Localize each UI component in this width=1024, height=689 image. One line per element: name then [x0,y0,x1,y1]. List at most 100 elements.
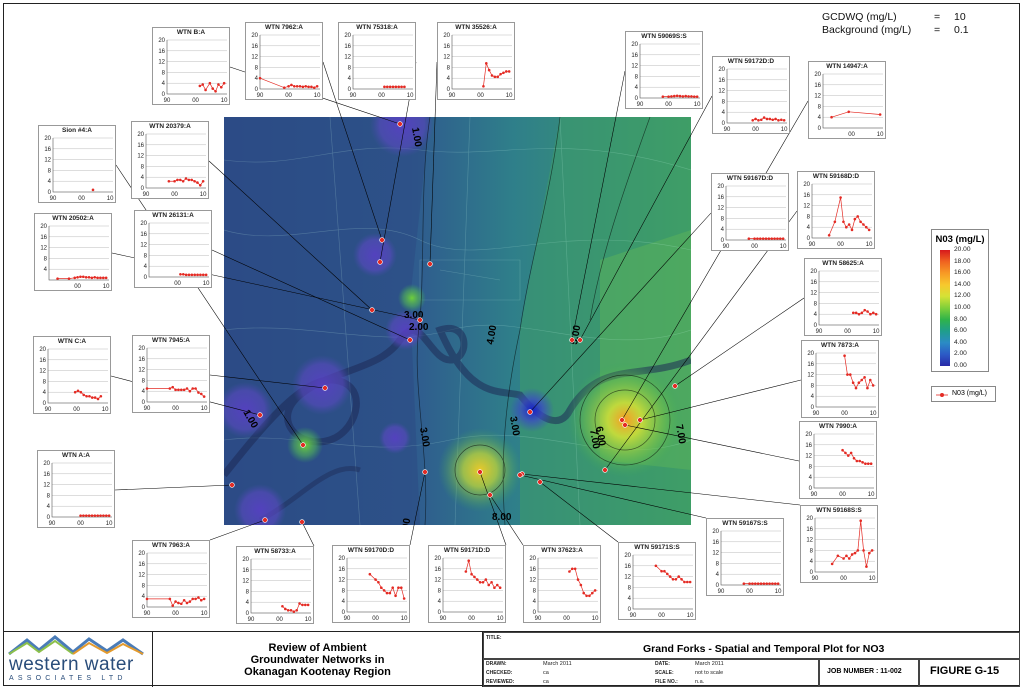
data-point [869,312,872,316]
x-tick-label: 10 [592,616,599,622]
data-point [868,378,872,382]
data-point [197,391,200,394]
y-tick-label: 12 [40,246,47,252]
x-tick-label: 90 [812,576,819,582]
well-chart: WTN 59171D:D 20 16 12 8 4 0 90 00 10 [428,545,506,623]
legend-tick: 2.00 [954,350,967,358]
data-point [762,116,766,119]
color-ramp [940,250,950,366]
x-tick-label: 90 [344,616,351,622]
well-marker[interactable] [397,121,403,127]
well-marker[interactable] [229,482,235,488]
y-tick-label: 0 [811,405,815,411]
well-marker[interactable] [672,383,678,389]
y-tick-label: 20 [137,132,144,138]
data-point [202,597,206,601]
x-tick-label: 10 [694,102,701,108]
well-locations [229,121,678,525]
well-marker[interactable] [377,259,383,265]
data-point [388,591,392,595]
y-tick-label: 20 [39,347,46,353]
well-plot: 20 16 12 8 4 090 00 10 [805,432,875,498]
y-tick-label: 16 [138,562,145,568]
y-tick-label: 16 [140,232,147,238]
y-tick-label: 4 [809,475,813,481]
axes [818,271,879,326]
data-point [671,578,675,581]
data-point [87,276,91,279]
well-marker[interactable] [417,317,423,323]
x-tick-label: 10 [106,521,113,527]
well-marker[interactable] [257,412,263,418]
well-marker[interactable] [477,469,483,475]
y-tick-label: 4 [533,599,537,605]
y-tick-label: 12 [529,578,536,584]
well-marker[interactable] [622,422,628,428]
well-chart-title: WTN 7990:A [819,423,857,430]
well-marker[interactable] [379,237,385,243]
well-chart: WTN 59167S:S 20 16 12 8 4 0 90 00 10 [706,518,784,596]
data-point [79,390,83,394]
data-point [190,273,194,277]
well-marker[interactable] [299,519,305,525]
well-marker[interactable] [322,385,328,391]
well-chart-title: WTN A:A [62,452,90,459]
x-tick-label: 00 [73,407,80,413]
data-point [397,586,400,589]
data-point [860,378,864,382]
well-marker[interactable] [637,417,643,423]
well-marker[interactable] [527,409,533,415]
well-marker[interactable] [422,469,428,475]
x-tick-label: 00 [751,244,758,250]
data-point [185,601,189,605]
data-point [770,237,774,240]
well-marker[interactable] [577,337,583,343]
well-marker[interactable] [517,472,523,478]
series-line [831,111,881,118]
well-marker[interactable] [619,417,625,423]
y-tick-label: 4 [142,594,146,600]
x-tick-label: 00 [77,521,84,527]
axes [813,434,874,489]
well-marker[interactable] [427,261,433,267]
well-marker[interactable] [569,337,575,343]
well-marker[interactable] [602,467,608,473]
y-tick-label: 16 [712,540,719,546]
data-point [765,117,769,121]
well-marker[interactable] [300,442,306,448]
x-tick-label: 00 [841,411,848,417]
y-tick-label: 20 [810,269,817,275]
data-point [687,95,690,98]
well-marker[interactable] [487,492,493,498]
well-marker[interactable] [407,337,413,343]
x-tick-label: 10 [866,242,873,248]
leader-line [624,424,800,462]
x-tick-label: 90 [164,98,171,104]
x-tick-label: 90 [718,589,725,595]
y-tick-label: 16 [443,44,450,50]
reference-values: GCDWQ (mg/L) = 10 Background (mg/L) = 0.1 [822,11,969,37]
series-legend: N03 (mg/L) [931,386,996,402]
well-marker[interactable] [262,517,268,523]
x-tick-label: 90 [813,411,820,417]
data-point [182,598,186,602]
well-plot: 20 16 12 8 4 090 00 10 [137,132,207,198]
y-tick-label: 0 [144,275,148,281]
y-tick-label: 12 [807,373,814,379]
y-tick-label: 16 [434,567,441,573]
data-point [84,514,88,517]
y-tick-label: 8 [44,256,48,262]
data-point [194,387,197,390]
well-marker[interactable] [537,479,543,485]
data-point [757,119,760,122]
axes [346,558,407,613]
well-marker[interactable] [369,307,375,313]
y-tick-label: 16 [624,564,631,570]
y-tick-label: 20 [40,224,47,230]
data-point [854,386,858,390]
y-tick-label: 20 [805,432,812,438]
data-point [661,95,665,98]
well-plot: 20 16 12 8 4 090 00 10 [712,529,782,595]
y-tick-label: 20 [806,516,813,522]
data-point [464,570,468,573]
